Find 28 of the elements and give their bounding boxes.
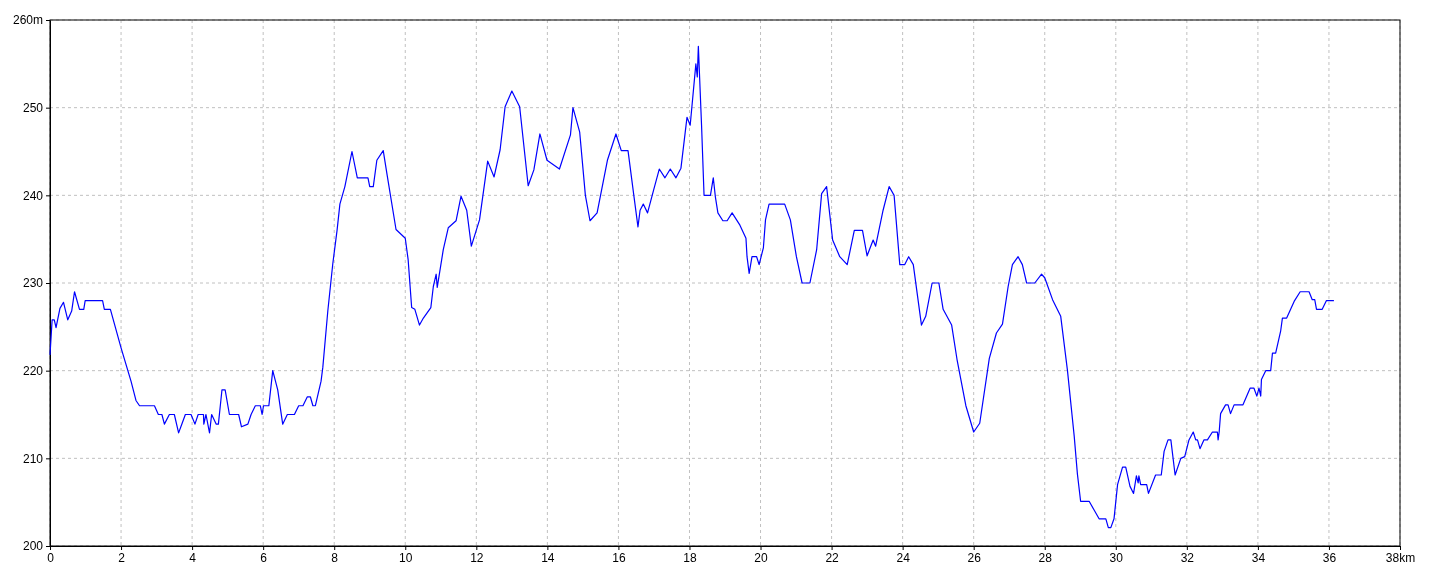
- x-tick-label: 14: [541, 550, 555, 565]
- x-tick-label: 34: [1251, 550, 1266, 565]
- x-tick-label: 0: [47, 550, 55, 565]
- x-tick-label: 6: [260, 550, 268, 565]
- x-tick-label: 22: [825, 550, 840, 565]
- y-tick-label: 220: [22, 364, 44, 379]
- x-tick-label: 32: [1180, 550, 1195, 565]
- x-tick-label: 36: [1322, 550, 1337, 565]
- x-tick-label: 18: [683, 550, 697, 565]
- x-tick-label: 30: [1109, 550, 1124, 565]
- y-tick-label: 250: [22, 101, 44, 116]
- x-tick-label: 38km: [1385, 550, 1416, 565]
- y-tick-label: 200: [22, 539, 44, 554]
- x-tick-label: 24: [896, 550, 911, 565]
- x-tick-label: 10: [399, 550, 413, 565]
- y-tick-label: 210: [22, 451, 44, 466]
- y-tick-label: 260m: [12, 13, 43, 28]
- y-tick-label: 230: [22, 276, 44, 291]
- x-tick-label: 8: [331, 550, 339, 565]
- x-tick-label: 28: [1038, 550, 1053, 565]
- y-tick-label: 240: [22, 188, 44, 203]
- x-tick-label: 16: [612, 550, 626, 565]
- x-tick-label: 12: [470, 550, 484, 565]
- x-tick-label: 4: [189, 550, 197, 565]
- line-series: [49, 45, 1335, 529]
- x-tick-label: 26: [967, 550, 982, 565]
- x-tick-label: 20: [754, 550, 769, 565]
- x-tick-label: 2: [118, 550, 126, 565]
